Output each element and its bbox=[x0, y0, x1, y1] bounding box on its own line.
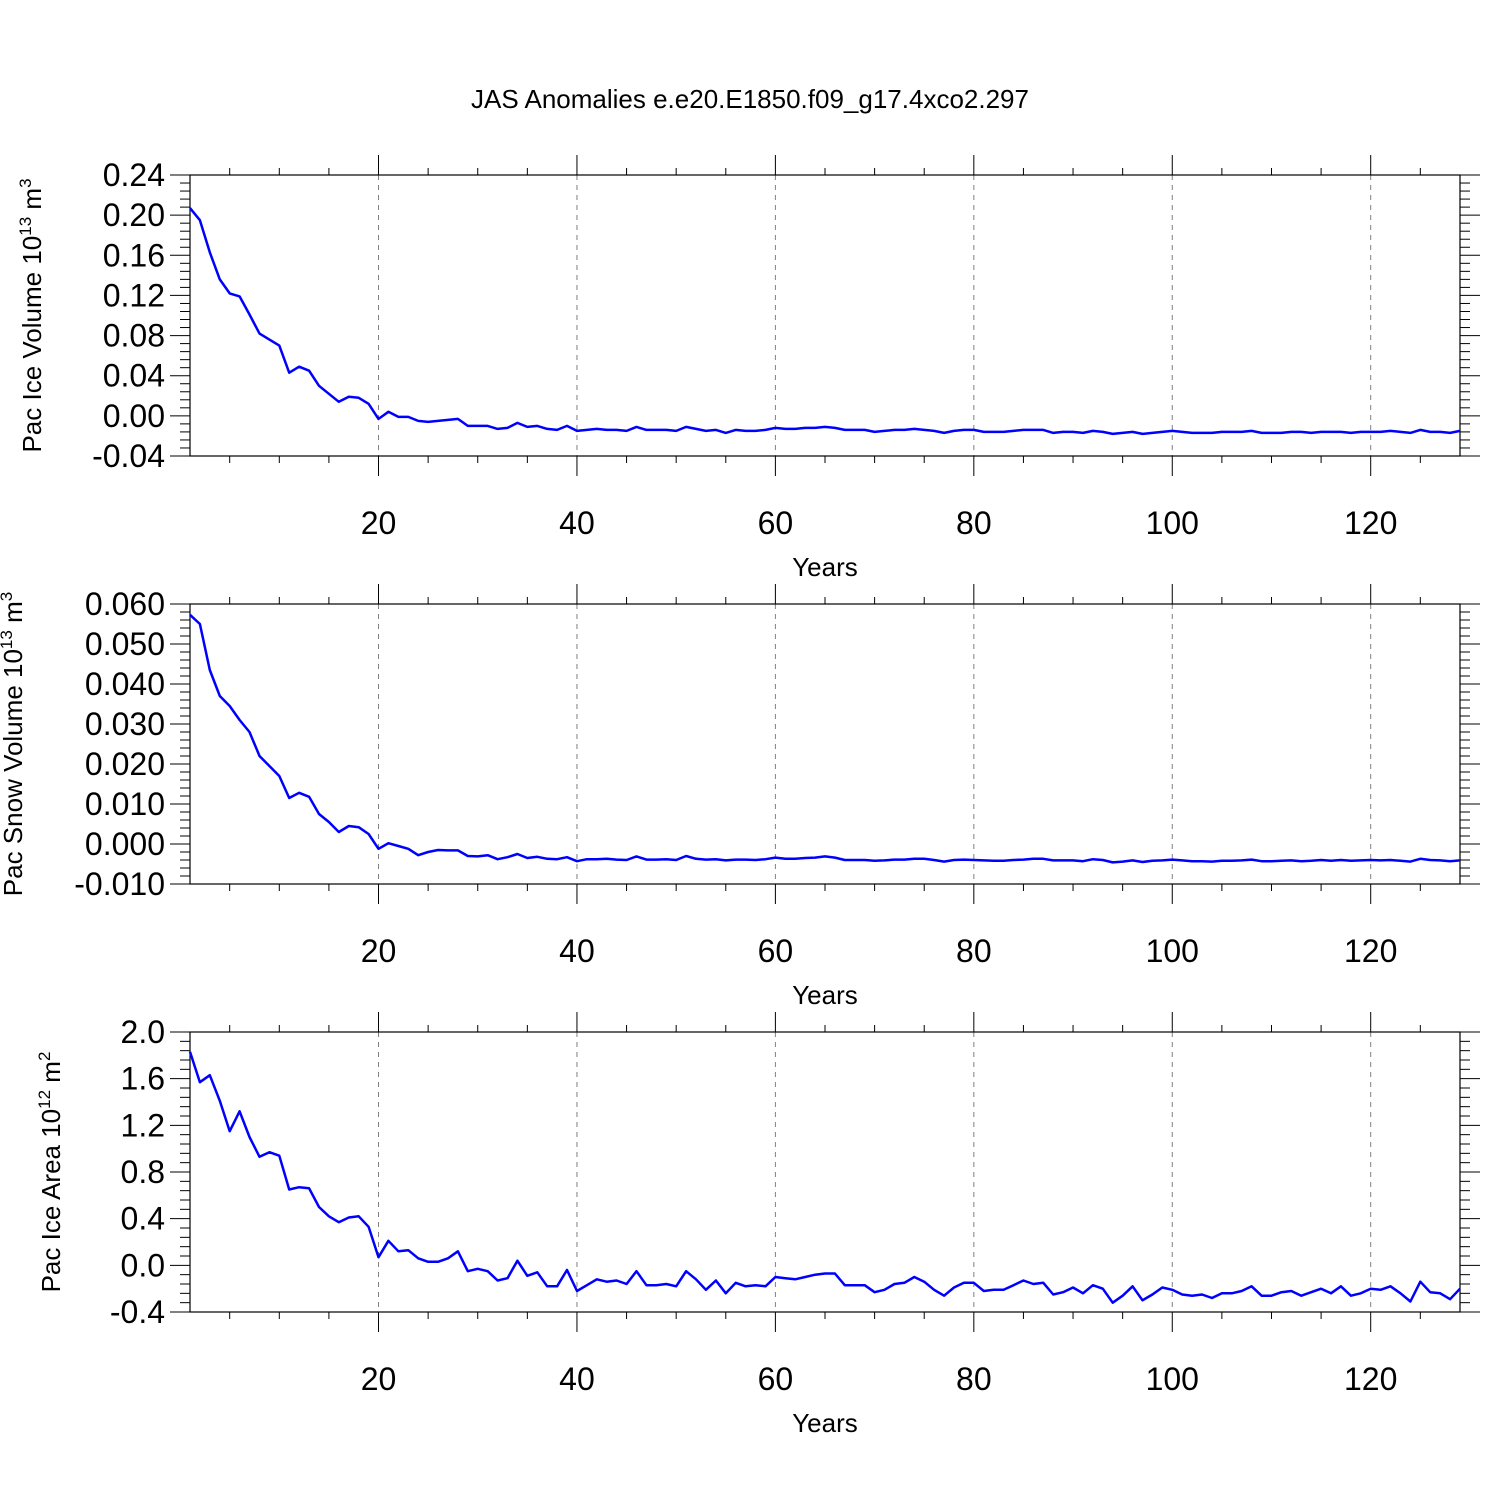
y-tick-label: 0.04 bbox=[103, 358, 165, 394]
y-tick-label: 0.08 bbox=[103, 318, 165, 354]
y-axis-title-part: Pac Ice Volume 10 bbox=[17, 236, 47, 453]
y-tick-label: 0.20 bbox=[103, 197, 165, 233]
y-tick-label: 0.020 bbox=[85, 746, 165, 782]
x-tick-label: 20 bbox=[361, 1361, 397, 1397]
y-axis-title: Pac Snow Volume 1013 m3 bbox=[0, 592, 28, 896]
y-tick-label: 0.030 bbox=[85, 706, 165, 742]
x-tick-label: 100 bbox=[1146, 933, 1199, 969]
x-tick-label: 80 bbox=[956, 1361, 992, 1397]
y-axis-title-part: Pac Snow Volume 10 bbox=[0, 649, 28, 896]
x-tick-label: 100 bbox=[1146, 1361, 1199, 1397]
y-tick-label: 0.050 bbox=[85, 626, 165, 662]
y-axis-title-superscript: 13 bbox=[0, 630, 16, 649]
y-axis-title: Pac Ice Volume 1013 m3 bbox=[16, 178, 47, 452]
y-tick-label: 0.16 bbox=[103, 237, 165, 273]
x-tick-label: 60 bbox=[758, 1361, 794, 1397]
x-tick-label: 120 bbox=[1344, 1361, 1397, 1397]
panel-2: 20 40 60 80 100 120 -0.010 0.000 0.010 0.020 0.030… bbox=[0, 584, 1480, 1010]
plot-frame bbox=[189, 603, 1461, 885]
x-tick-label: 40 bbox=[559, 1361, 595, 1397]
x-tick-label: 100 bbox=[1146, 505, 1199, 541]
y-axis-title-part: m bbox=[36, 1061, 66, 1090]
x-tick-label: 120 bbox=[1344, 505, 1397, 541]
y-axis-title-part: m bbox=[0, 601, 28, 630]
y-axis-title-part: Pac Ice Area 10 bbox=[36, 1109, 66, 1293]
x-tick-label: 20 bbox=[361, 933, 397, 969]
y-axis-title-superscript: 3 bbox=[0, 592, 16, 601]
panel-1: 20 40 60 80 100 120 -0.04 0.00 0.04 0.08 0.12 0.16 0… bbox=[16, 155, 1480, 582]
y-tick-label: 0.4 bbox=[121, 1201, 165, 1237]
series-line bbox=[189, 207, 1461, 436]
y-axis-title-superscript: 13 bbox=[16, 217, 35, 236]
y-axis-title: Pac Ice Area 1012 m2 bbox=[35, 1052, 66, 1293]
y-tick-label: 1.2 bbox=[121, 1107, 165, 1143]
y-tick-label: 0.12 bbox=[103, 277, 165, 313]
y-tick-label: 0.000 bbox=[85, 826, 165, 862]
x-axis-title: Years bbox=[792, 1408, 858, 1438]
y-tick-label: 0.060 bbox=[85, 586, 165, 622]
plot-frame bbox=[189, 1031, 1461, 1313]
x-tick-label: 20 bbox=[361, 505, 397, 541]
y-tick-label: 2.0 bbox=[121, 1014, 165, 1050]
x-tick-label: 80 bbox=[956, 933, 992, 969]
y-tick-label: -0.04 bbox=[92, 438, 165, 474]
y-tick-label: 0.00 bbox=[103, 398, 165, 434]
x-tick-label: 40 bbox=[559, 933, 595, 969]
x-tick-label: 60 bbox=[758, 505, 794, 541]
y-tick-label: 1.6 bbox=[121, 1061, 165, 1097]
y-axis-title-superscript: 3 bbox=[16, 178, 35, 187]
y-tick-label: 0.24 bbox=[103, 157, 165, 193]
series-line bbox=[189, 613, 1461, 864]
y-tick-label: -0.010 bbox=[74, 866, 165, 902]
x-tick-label: 120 bbox=[1344, 933, 1397, 969]
x-axis-title: Years bbox=[792, 980, 858, 1010]
y-axis-title-superscript: 12 bbox=[35, 1090, 54, 1109]
series-line bbox=[188, 1051, 1461, 1304]
chart-title: JAS Anomalies e.e20.E1850.f09_g17.4xco2.… bbox=[471, 84, 1029, 114]
x-tick-label: 40 bbox=[559, 505, 595, 541]
y-axis-title-superscript: 2 bbox=[35, 1052, 54, 1061]
y-tick-label: 0.8 bbox=[121, 1154, 165, 1190]
panel-3: 20 40 60 80 100 120 -0.4 0.0 0.4 0.8 1.2 1.6 2.0 Year… bbox=[35, 1012, 1480, 1438]
plot-frame bbox=[189, 174, 1461, 457]
x-axis-title: Years bbox=[792, 552, 858, 582]
y-tick-label: 0.010 bbox=[85, 786, 165, 822]
y-axis-title-part: m bbox=[17, 188, 47, 217]
y-tick-label: 0.0 bbox=[121, 1247, 165, 1283]
y-tick-label: 0.040 bbox=[85, 666, 165, 702]
x-tick-label: 60 bbox=[758, 933, 794, 969]
y-tick-label: -0.4 bbox=[110, 1294, 165, 1330]
x-tick-label: 80 bbox=[956, 505, 992, 541]
